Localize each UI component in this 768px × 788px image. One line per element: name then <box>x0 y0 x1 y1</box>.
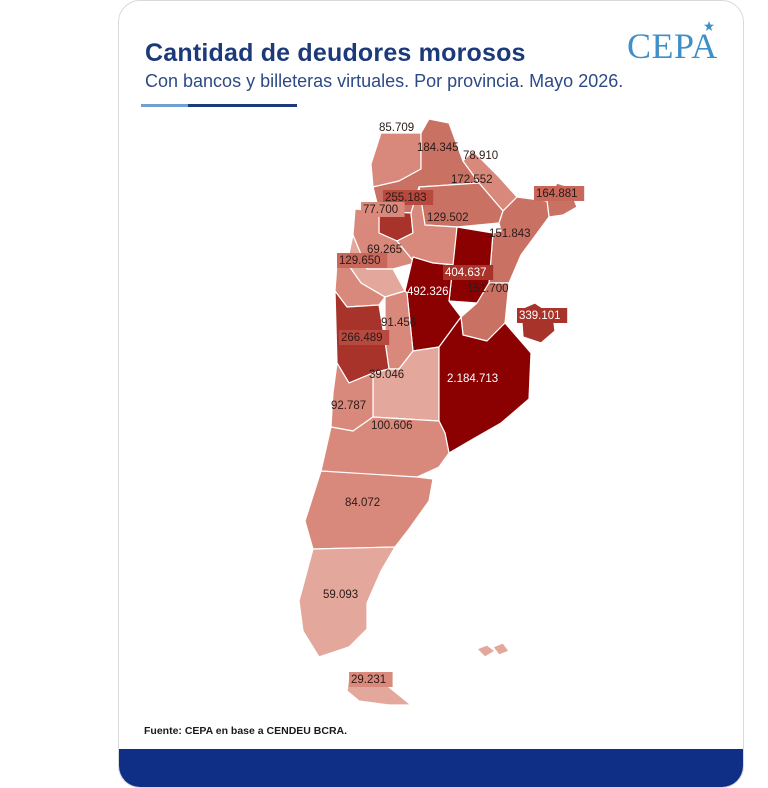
value-label-bg-santa-fe <box>443 265 494 280</box>
logo-text: CEPA <box>627 26 718 66</box>
value-label-santiago-del-estero: 129.502 <box>427 212 469 224</box>
value-label-corrientes: 151.843 <box>489 228 531 240</box>
value-label-bg-tierra-del-fuego <box>349 672 393 687</box>
value-label-catamarca: 77.700 <box>363 204 398 216</box>
value-label-entre-rios: 151.700 <box>467 283 509 295</box>
value-label-misiones: 164.881 <box>536 188 578 200</box>
title-underline <box>141 104 297 107</box>
value-label-cordoba: 492.326 <box>407 286 449 298</box>
value-label-chubut: 84.072 <box>345 497 380 509</box>
value-label-neuquen: 92.787 <box>331 400 366 412</box>
value-label-la-pampa: 39.046 <box>369 369 404 381</box>
value-label-santa-cruz: 59.093 <box>323 589 358 601</box>
malvinas-island-2 <box>492 642 510 656</box>
value-label-chaco: 172.552 <box>451 174 493 186</box>
province-santa-cruz <box>298 546 396 658</box>
province-chubut <box>304 470 434 550</box>
value-label-bg-san-juan <box>337 253 388 268</box>
value-label-bg-tucuman <box>383 190 434 205</box>
cepa-logo: CEPA <box>627 21 727 69</box>
page-subtitle: Con bancos y billeteras virtuales. Por p… <box>145 71 624 91</box>
infographic-card: Cantidad de deudores morosos Con bancos … <box>118 0 744 788</box>
value-label-santa-fe: 404.637 <box>445 267 487 279</box>
value-label-bg-misiones <box>534 186 585 201</box>
value-label-bg-caba <box>517 308 568 323</box>
value-label-bg-mendoza <box>339 330 390 345</box>
value-label-salta: 184.345 <box>417 142 459 154</box>
value-label-buenos-aires: 2.184.713 <box>447 373 498 385</box>
value-label-tierra-del-fuego: 29.231 <box>351 674 386 686</box>
source-note: Fuente: CEPA en base a CENDEU BCRA. <box>144 725 348 737</box>
value-label-bg-catamarca <box>361 202 405 217</box>
page-title: Cantidad de deudores morosos <box>145 39 526 67</box>
malvinas-island-1 <box>476 644 496 658</box>
value-label-caba: 339.101 <box>519 310 561 322</box>
value-label-jujuy: 85.709 <box>379 122 414 134</box>
footer-bar <box>119 749 743 787</box>
value-label-san-juan: 129.650 <box>339 255 381 267</box>
value-label-rio-negro: 100.606 <box>371 420 413 432</box>
value-label-formosa: 78.910 <box>463 150 498 162</box>
value-label-san-luis: 91.456 <box>381 317 416 329</box>
province-corrientes <box>488 196 550 284</box>
logo-star-icon <box>704 21 714 31</box>
value-label-mendoza: 266.489 <box>341 332 383 344</box>
value-label-tucuman: 255.183 <box>385 192 427 204</box>
